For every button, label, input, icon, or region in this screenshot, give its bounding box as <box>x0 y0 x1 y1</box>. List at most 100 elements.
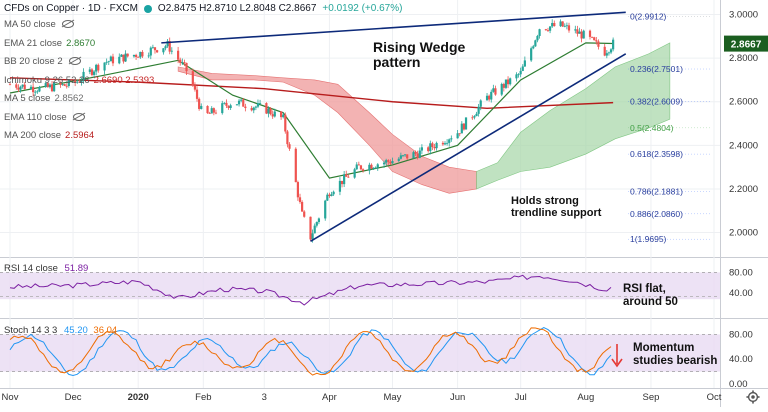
eye-hidden-icon[interactable] <box>72 112 85 121</box>
y-tick-label: 2.4000 <box>729 140 758 151</box>
candle-body <box>221 103 224 114</box>
candle-body <box>456 133 459 139</box>
candle-body <box>515 74 518 79</box>
candle-body <box>166 41 169 47</box>
candle-body <box>32 86 35 93</box>
candle-body <box>17 87 20 90</box>
candle-body <box>149 47 152 56</box>
candle-body <box>250 108 253 111</box>
legend-row[interactable]: EMA 110 close <box>4 112 85 123</box>
candle-body <box>359 165 363 170</box>
candle-body <box>279 111 283 118</box>
candle-body <box>347 176 350 178</box>
candle-body <box>82 71 85 81</box>
candle-body <box>446 142 449 144</box>
eye-hidden-icon[interactable] <box>68 57 81 66</box>
candle-body <box>288 144 291 149</box>
candle-body <box>340 180 344 185</box>
candle-body <box>605 53 608 56</box>
fib-level-label: 0(2.9912) <box>630 11 667 21</box>
wedge-annotation: Rising Wedge pattern <box>373 39 466 70</box>
candle-body <box>551 22 554 27</box>
candle-body <box>576 29 579 34</box>
candle-body <box>284 114 287 132</box>
candle-body <box>431 143 434 147</box>
candle-body <box>44 83 47 87</box>
candle-body <box>273 111 276 117</box>
candle-body <box>315 222 318 226</box>
candle-body <box>107 61 110 63</box>
candle-body <box>67 80 70 86</box>
candle-body <box>139 51 142 58</box>
last-price-tag <box>724 35 768 52</box>
candle-body <box>509 78 512 85</box>
eye-hidden-icon[interactable] <box>61 20 74 29</box>
x-tick-label: Nov <box>2 392 19 403</box>
candle-body <box>479 100 482 107</box>
legend-row[interactable]: MA 200 close 2.5964 <box>4 130 94 141</box>
x-tick-label: Jun <box>450 392 465 403</box>
candle-body <box>578 31 581 34</box>
legend-row[interactable]: MA 50 close <box>4 19 74 30</box>
candle-body <box>458 133 461 135</box>
candle-body <box>103 62 106 71</box>
candle-body <box>343 174 346 185</box>
candle-body <box>265 103 268 114</box>
x-tick-label: Apr <box>322 392 337 403</box>
candle-body <box>435 142 438 149</box>
candle-body <box>397 158 400 162</box>
candle-body <box>443 143 447 145</box>
candle-body <box>200 105 203 109</box>
stoch-y-tick-label: 0.00 <box>729 379 748 390</box>
candle-body <box>185 62 188 72</box>
stoch-label: Stoch 14 3 3 <box>4 325 58 336</box>
candle-body <box>258 103 262 104</box>
candle-body <box>494 88 497 95</box>
rsi-y-tick-label: 40.00 <box>729 288 753 299</box>
candle-body <box>118 56 121 64</box>
candle-body <box>475 113 478 117</box>
legend-label: Ichimoku 9 26 52 26 <box>4 74 90 86</box>
candle-body <box>105 61 108 63</box>
symbol-title: CFDs on Copper · 1D · FXCM <box>4 3 138 14</box>
candle-body <box>519 70 522 75</box>
candle-body <box>372 167 375 169</box>
legend-value: 2.5964 <box>65 130 95 141</box>
candle-body <box>141 51 144 57</box>
legend-row[interactable]: BB 20 close 2 <box>4 56 81 67</box>
legend-row[interactable]: MA 5 close 2.8562 <box>4 93 84 104</box>
candle-body <box>212 108 215 113</box>
stoch-panel <box>0 327 720 377</box>
candle-body <box>374 167 377 169</box>
fib-level-label: 0.786(2.1881) <box>630 187 683 197</box>
candle-body <box>368 164 371 171</box>
legend-value: 2.6690 2.5393 <box>93 74 155 86</box>
candle-body <box>523 60 526 67</box>
candle-body <box>206 105 209 114</box>
candle-body <box>223 102 226 104</box>
stoch-d-line <box>9 327 612 376</box>
candle-body <box>517 74 520 76</box>
stoch-y-tick-label: 40.00 <box>729 354 753 365</box>
candle-body <box>229 105 232 108</box>
candle-body <box>208 113 211 114</box>
candle-body <box>244 106 247 109</box>
ohlc-readout: O2.8475 H2.8710 L2.8048 C2.8667 <box>157 3 317 14</box>
candle-body <box>534 40 537 47</box>
candle-body <box>580 31 583 39</box>
candle-body <box>181 62 184 63</box>
candle-body <box>427 147 430 152</box>
settings-gear-icon[interactable] <box>746 390 760 404</box>
candle-body <box>595 40 598 42</box>
candle-body <box>92 71 96 75</box>
candle-body <box>179 59 182 63</box>
candle-body <box>607 52 611 54</box>
candle-body <box>254 106 257 108</box>
candle-body <box>328 194 331 197</box>
legend-row[interactable]: Ichimoku 9 26 52 26 2.6690 2.5393 <box>4 75 154 86</box>
y-tick-label: 2.0000 <box>729 228 758 239</box>
annotations: Rising Wedge pattern Holds strong trendline… <box>373 39 717 368</box>
legend-row[interactable]: EMA 21 close 2.8670 <box>4 38 95 49</box>
stoch-label-row: Stoch 14 3 3 45.20 36.04 <box>4 325 117 336</box>
candle-body <box>391 161 394 164</box>
